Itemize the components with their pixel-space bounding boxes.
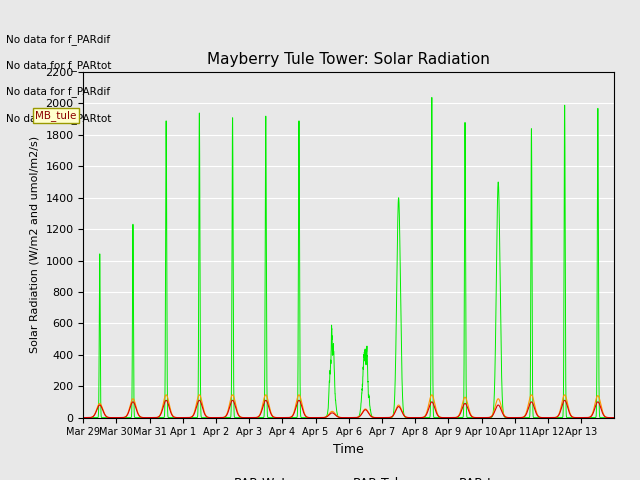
Text: No data for f_PARdif: No data for f_PARdif <box>6 34 111 45</box>
Text: No data for f_PARdif: No data for f_PARdif <box>6 86 111 97</box>
Text: No data for f_PARtot: No data for f_PARtot <box>6 113 112 124</box>
Title: Mayberry Tule Tower: Solar Radiation: Mayberry Tule Tower: Solar Radiation <box>207 52 490 67</box>
Legend: PAR Water, PAR Tule, PAR In: PAR Water, PAR Tule, PAR In <box>194 472 504 480</box>
Text: MB_tule: MB_tule <box>35 110 77 121</box>
X-axis label: Time: Time <box>333 443 364 456</box>
Text: No data for f_PARtot: No data for f_PARtot <box>6 60 112 71</box>
Y-axis label: Solar Radiation (W/m2 and umol/m2/s): Solar Radiation (W/m2 and umol/m2/s) <box>29 136 40 353</box>
